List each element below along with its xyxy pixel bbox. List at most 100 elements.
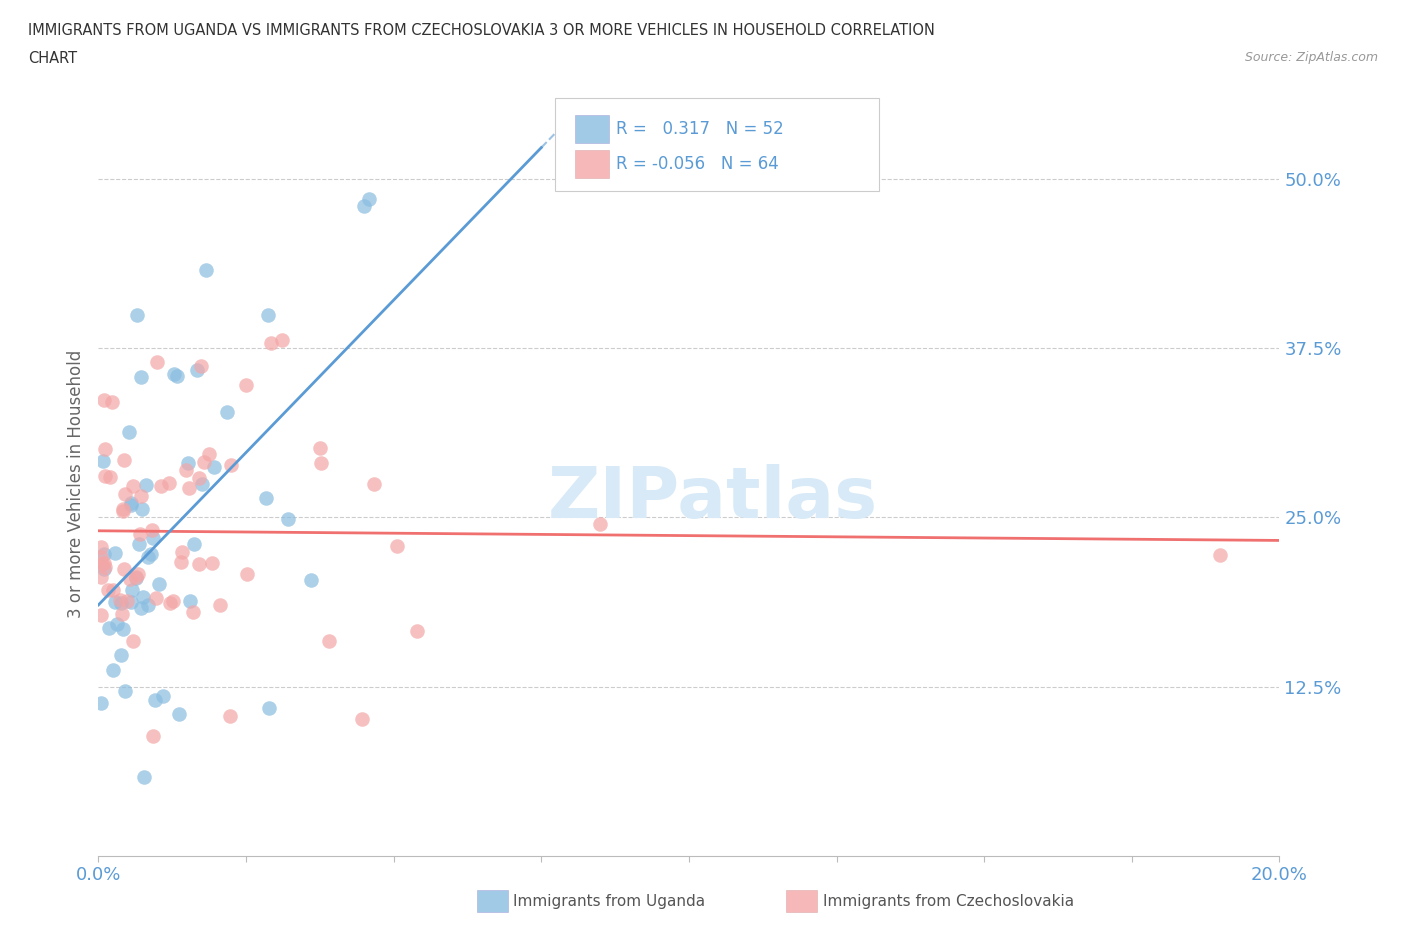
Point <box>93 562 115 577</box>
Text: CHART: CHART <box>28 51 77 66</box>
Point <box>129 488 152 503</box>
Point <box>93 392 115 407</box>
Point <box>208 597 231 612</box>
Point <box>100 394 122 409</box>
Point <box>118 424 141 439</box>
Point <box>114 684 136 698</box>
Point <box>186 363 208 378</box>
Point <box>277 512 299 526</box>
Point <box>135 478 157 493</box>
Point <box>127 308 149 323</box>
Point <box>93 547 115 562</box>
Point <box>257 700 280 715</box>
Point <box>162 593 184 608</box>
Point <box>406 624 429 639</box>
Point <box>254 490 277 505</box>
Point <box>122 633 145 648</box>
Point <box>159 595 181 610</box>
Point <box>167 706 190 721</box>
Point <box>193 455 215 470</box>
Point <box>190 358 212 373</box>
Point <box>128 536 150 551</box>
Point <box>136 550 159 565</box>
Point <box>90 550 112 565</box>
Text: ZIPatlas: ZIPatlas <box>547 464 877 533</box>
Point <box>163 367 186 382</box>
Point <box>125 570 148 585</box>
Point <box>120 595 142 610</box>
Point <box>179 594 201 609</box>
Point <box>90 539 112 554</box>
Point <box>179 481 201 496</box>
Point <box>105 617 128 631</box>
Point <box>112 453 135 468</box>
Point <box>150 478 173 493</box>
Point <box>128 527 150 542</box>
Point <box>188 471 211 485</box>
Point <box>97 582 120 597</box>
Point <box>111 607 134 622</box>
Point <box>101 663 124 678</box>
Point <box>176 462 198 477</box>
Point <box>257 308 280 323</box>
Point <box>120 498 142 512</box>
Point <box>1209 548 1232 563</box>
Text: IMMIGRANTS FROM UGANDA VS IMMIGRANTS FROM CZECHOSLOVAKIA 3 OR MORE VEHICLES IN H: IMMIGRANTS FROM UGANDA VS IMMIGRANTS FRO… <box>28 23 935 38</box>
Point <box>131 502 153 517</box>
Point <box>108 592 131 607</box>
Point <box>90 696 112 711</box>
Point <box>94 469 117 484</box>
Point <box>139 547 162 562</box>
Point <box>132 590 155 604</box>
Point <box>136 597 159 612</box>
Point <box>121 478 143 493</box>
Point <box>111 621 134 636</box>
Point <box>120 496 142 511</box>
Point <box>101 582 124 597</box>
Point <box>110 647 132 662</box>
Point <box>218 709 240 724</box>
Point <box>104 595 127 610</box>
Point <box>194 263 217 278</box>
Point <box>236 566 259 581</box>
Point <box>309 456 332 471</box>
Point <box>191 477 214 492</box>
Point <box>112 562 135 577</box>
Point <box>217 405 239 419</box>
Point <box>118 571 141 586</box>
Point <box>145 591 167 605</box>
Point <box>146 354 169 369</box>
Point <box>197 446 219 461</box>
Point <box>94 559 117 574</box>
Point <box>299 573 322 588</box>
Text: Source: ZipAtlas.com: Source: ZipAtlas.com <box>1244 51 1378 64</box>
Text: R =   0.317   N = 52: R = 0.317 N = 52 <box>616 120 783 139</box>
Point <box>91 454 114 469</box>
Point <box>166 368 188 383</box>
Point <box>142 729 165 744</box>
Point <box>115 593 138 608</box>
Point <box>90 569 112 584</box>
Point <box>97 620 120 635</box>
Point <box>121 583 143 598</box>
Point <box>308 441 330 456</box>
Point <box>387 538 409 553</box>
Point <box>181 604 204 619</box>
Point <box>177 456 200 471</box>
Point <box>129 601 152 616</box>
Point <box>143 693 166 708</box>
Point <box>104 545 127 560</box>
Point <box>125 571 148 586</box>
Point <box>183 537 205 551</box>
Point <box>142 530 165 545</box>
Point <box>201 555 224 570</box>
Point <box>357 192 380 206</box>
Point <box>188 556 211 571</box>
Point <box>127 567 149 582</box>
Point <box>110 595 132 610</box>
Point <box>353 199 375 214</box>
Point <box>90 608 112 623</box>
Point <box>129 370 152 385</box>
Point <box>112 501 135 516</box>
Text: Immigrants from Uganda: Immigrants from Uganda <box>513 894 706 909</box>
